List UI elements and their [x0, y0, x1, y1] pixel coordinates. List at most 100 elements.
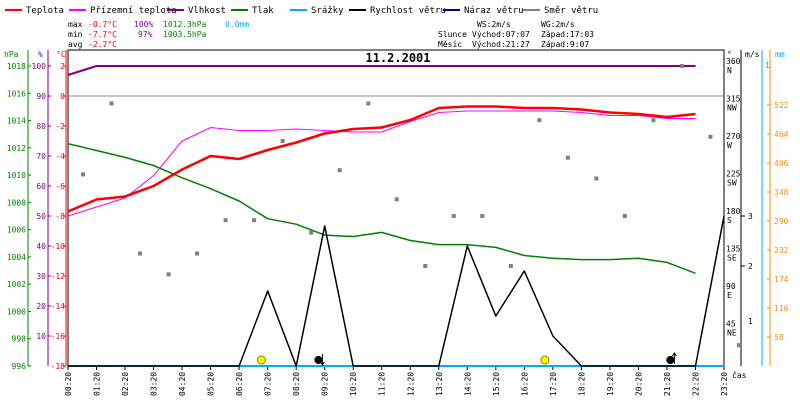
x-tick-label: 10:20 — [349, 372, 358, 396]
direction-tick-degrees: 360 — [726, 57, 741, 66]
x-tick-label: 06:20 — [235, 372, 244, 396]
wind-direction-point — [594, 176, 599, 181]
direction-tick-compass: W — [727, 141, 732, 150]
x-tick-label: 07:20 — [264, 372, 273, 396]
direction-tick-compass: SE — [727, 254, 737, 263]
hpa-tick-label: 1018 — [7, 62, 26, 71]
wind-speed-series-line — [68, 215, 725, 367]
chart-title: 11.2.2001 — [365, 51, 430, 65]
x-tick-label: 17:20 — [549, 372, 558, 396]
percent-axis-title: % — [38, 50, 43, 59]
rain-total-tick-label: 522 — [774, 101, 789, 110]
celsius-tick-label: -12 — [51, 272, 66, 281]
x-axis-label: čas — [732, 370, 747, 380]
direction-tick-degrees: 270 — [726, 132, 741, 141]
wind-direction-point — [737, 343, 741, 348]
celsius-tick-label: -18 — [51, 362, 66, 371]
direction-tick-degrees: 225 — [726, 170, 741, 179]
percent-tick-label: 70 — [36, 152, 46, 161]
percent-tick-label: 60 — [36, 182, 46, 191]
percent-tick-label: 20 — [36, 302, 46, 311]
celsius-tick-label: 0 — [60, 92, 65, 101]
x-tick-label: 01:20 — [93, 372, 102, 396]
celsius-tick-label: -8 — [55, 212, 65, 221]
moonrise-arrowhead-icon — [671, 352, 677, 357]
celsius-tick-label: -6 — [55, 182, 65, 191]
wind-direction-point — [166, 272, 171, 277]
wind-direction-point — [622, 214, 627, 218]
direction-tick-degrees: 45 — [726, 320, 736, 329]
hpa-tick-label: 1014 — [7, 117, 26, 126]
plot-area-background — [68, 50, 724, 366]
temperature-series-line — [67, 105, 696, 213]
direction-tick-compass: N — [727, 66, 732, 75]
direction-tick-degrees: 135 — [726, 245, 741, 254]
direction-tick-degrees: 90 — [726, 282, 736, 291]
sunrise-icon — [256, 355, 266, 365]
stat-avg-temp: -2.7°C — [88, 40, 117, 49]
x-tick-label: 04:20 — [178, 372, 187, 396]
stat-max-rain: 0.0mm — [225, 20, 249, 29]
direction-tick-degrees: 180 — [726, 207, 741, 216]
x-tick-label: 21:20 — [663, 372, 672, 396]
wind-tick-label: 2 — [748, 262, 753, 271]
percent-tick-label: 30 — [36, 272, 46, 281]
stat-max-hum: 100% — [134, 20, 153, 29]
wind-axis-title: m/s — [745, 50, 760, 59]
percent-tick-label: 80 — [36, 122, 46, 131]
percent-tick-label: 100 — [32, 62, 47, 71]
wind-tick-label: 1 — [748, 317, 753, 326]
hpa-tick-label: 998 — [12, 335, 27, 344]
celsius-tick-label: -4 — [55, 152, 65, 161]
hpa-tick-label: 1002 — [7, 280, 26, 289]
hpa-axis-title: hPa — [4, 50, 19, 59]
rain-total-tick-label: 348 — [774, 188, 789, 197]
celsius-tick-label: -14 — [51, 302, 66, 311]
rain-tick-label: 1 — [765, 61, 770, 70]
x-tick-label: 15:20 — [492, 372, 501, 396]
x-tick-label: 05:20 — [207, 372, 216, 396]
x-tick-label: 09:20 — [321, 372, 330, 396]
x-tick-label: 13:20 — [435, 372, 444, 396]
wind-direction-point — [651, 118, 656, 123]
hpa-tick-label: 1008 — [7, 198, 26, 207]
stat-min-hum: 97% — [138, 30, 153, 39]
rain-total-tick-label: 290 — [774, 217, 789, 226]
series-layer — [67, 64, 741, 367]
rain-total-tick-label: 232 — [774, 246, 789, 255]
humidity-series-line — [67, 65, 696, 76]
hpa-tick-label: 1012 — [7, 144, 26, 153]
wind-direction-point — [451, 214, 456, 218]
wind-direction-point — [565, 155, 570, 160]
celsius-axis-title: °C — [56, 50, 66, 59]
x-tick-label: 12:20 — [406, 372, 415, 396]
celsius-tick-label: -10 — [51, 242, 66, 251]
x-tick-label: 02:20 — [121, 372, 130, 396]
legend-label-2: Vlhkost — [188, 6, 226, 16]
wind-direction-point — [394, 197, 399, 202]
wind-direction-point — [366, 101, 371, 106]
percent-tick-label: 10 — [36, 332, 46, 341]
wind-direction-point — [280, 139, 285, 143]
events-layer — [256, 352, 677, 366]
direction-tick-degrees: 315 — [726, 95, 741, 104]
stat-avg-label: avg — [68, 40, 83, 49]
hpa-tick-label: 1000 — [7, 307, 26, 316]
direction-tick-compass: S — [727, 216, 732, 225]
direction-tick-compass: NW — [727, 104, 737, 113]
moon-set: Západ:9:07 — [541, 40, 589, 49]
stat-min-press: 1003.5hPa — [163, 30, 207, 39]
rain-total-tick-label: 116 — [774, 304, 789, 313]
x-tick-label: 08:20 — [292, 372, 301, 396]
percent-tick-label: 40 — [36, 242, 46, 251]
stat-wg: WG:2m/s — [541, 20, 575, 29]
moon-rise: Východ:21:27 — [472, 40, 530, 49]
moonset-arrowhead-icon — [320, 361, 325, 366]
legend-label-7: Směr větru — [544, 6, 598, 16]
stats-block: max -0.7°C 100% 1012.3hPa 0.0mm min -7.7… — [68, 20, 594, 49]
wind-direction-point — [337, 168, 342, 173]
stat-ws: WS:2m/s — [477, 20, 511, 29]
wind-direction-point — [537, 118, 542, 123]
x-tick-label: 16:20 — [520, 372, 529, 396]
